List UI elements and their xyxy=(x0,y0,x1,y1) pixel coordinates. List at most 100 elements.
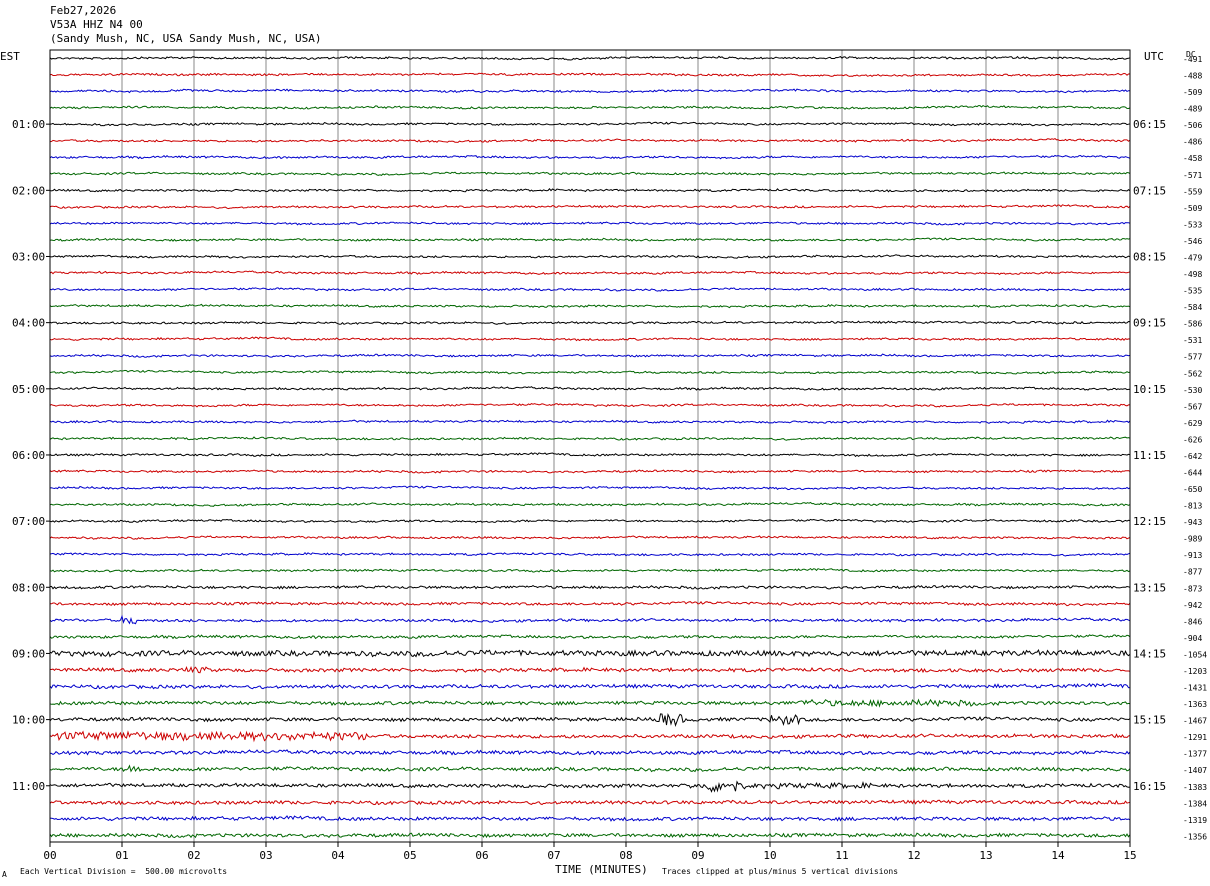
plot-frame xyxy=(49,49,1131,843)
dc-offset-label: -531 xyxy=(1183,336,1202,345)
dc-offset-label: -846 xyxy=(1183,617,1202,626)
dc-offset-label: -567 xyxy=(1183,402,1202,411)
right-hour-label: 11:15 xyxy=(1133,449,1166,462)
x-tick-label: 14 xyxy=(1051,849,1065,862)
dc-offset-label: -533 xyxy=(1183,220,1202,229)
location-label: (Sandy Mush, NC, USA Sandy Mush, NC, USA… xyxy=(50,32,322,45)
right-hour-label: 08:15 xyxy=(1133,250,1166,263)
dc-offset-label: -1319 xyxy=(1183,816,1207,825)
x-tick-label: 07 xyxy=(547,849,560,862)
right-hour-label: 12:15 xyxy=(1133,515,1166,528)
trace-line xyxy=(49,518,1131,524)
date-label: Feb27,2026 xyxy=(50,4,117,17)
dc-offset-label: -486 xyxy=(1183,138,1202,147)
dc-offset-label: -509 xyxy=(1183,88,1202,97)
station-label: V53A HHZ N4 00 xyxy=(50,18,143,31)
trace-line xyxy=(49,648,1131,658)
trace-line xyxy=(49,138,1131,143)
dc-offset-label: -509 xyxy=(1183,204,1202,213)
trace-line xyxy=(49,204,1131,210)
dc-offset-label: -559 xyxy=(1183,187,1202,196)
dc-offset-label: -1431 xyxy=(1183,684,1207,693)
x-axis-label: TIME (MINUTES) xyxy=(555,863,648,876)
trace-line xyxy=(49,666,1131,674)
dc-header-label: DC xyxy=(1186,50,1196,59)
dc-offset-label: -584 xyxy=(1183,303,1202,312)
trace-line xyxy=(49,469,1131,474)
trace-line xyxy=(49,386,1131,391)
dc-offset-label: -913 xyxy=(1183,551,1202,560)
trace-line xyxy=(49,452,1131,458)
x-tick-label: 15 xyxy=(1123,849,1136,862)
left-hour-label: 07:00 xyxy=(12,515,45,528)
trace-line xyxy=(49,55,1131,61)
right-hour-label: 06:15 xyxy=(1133,118,1166,131)
trace-line xyxy=(49,682,1131,690)
dc-offset-label: -479 xyxy=(1183,253,1202,262)
dc-offset-label: -577 xyxy=(1183,353,1202,362)
dc-offset-label: -489 xyxy=(1183,105,1202,114)
left-timezone-label: EST xyxy=(0,50,20,63)
trace-line xyxy=(49,254,1131,259)
right-hour-label: 09:15 xyxy=(1133,317,1166,330)
x-tick-label: 01 xyxy=(115,849,128,862)
trace-line xyxy=(49,600,1131,607)
trace-line xyxy=(49,154,1131,160)
time-grid xyxy=(46,50,1131,847)
dc-offset-label: -904 xyxy=(1183,634,1202,643)
trace-line xyxy=(49,535,1131,540)
dc-offset-label: -530 xyxy=(1183,386,1202,395)
trace-line xyxy=(49,121,1131,127)
dc-offset-label: -1383 xyxy=(1183,783,1207,792)
dc-offset-label: -1291 xyxy=(1183,733,1207,742)
dc-offset-label: -506 xyxy=(1183,121,1202,130)
trace-line xyxy=(49,221,1131,226)
x-tick-label: 04 xyxy=(331,849,345,862)
dc-offset-label: -562 xyxy=(1183,369,1202,378)
dc-offset-label: -1384 xyxy=(1183,799,1207,808)
x-tick-label: 13 xyxy=(979,849,992,862)
trace-line xyxy=(49,237,1131,242)
left-hour-label: 01:00 xyxy=(12,118,45,131)
left-hour-label: 04:00 xyxy=(12,317,45,330)
trace-line xyxy=(49,88,1130,94)
trace-line xyxy=(49,815,1131,822)
dc-offset-label: -1467 xyxy=(1183,717,1207,726)
trace-line xyxy=(49,501,1131,507)
x-tick-label: 03 xyxy=(259,849,272,862)
trace-line xyxy=(49,72,1131,78)
trace-line xyxy=(49,634,1131,640)
dc-offset-label: -491 xyxy=(1183,55,1202,64)
dc-offset-label: -535 xyxy=(1183,287,1202,296)
trace-line xyxy=(49,567,1131,573)
trace-line xyxy=(49,403,1131,408)
trace-line xyxy=(49,188,1131,193)
trace-line xyxy=(49,353,1131,358)
dc-offset-label: -1356 xyxy=(1183,832,1207,841)
dc-offset-label: -488 xyxy=(1183,72,1202,81)
dc-offset-label: -644 xyxy=(1183,469,1202,478)
right-hour-label: 13:15 xyxy=(1133,581,1166,594)
trace-line xyxy=(49,419,1131,425)
left-hour-label: 09:00 xyxy=(12,647,45,660)
right-hour-label: 15:15 xyxy=(1133,714,1166,727)
trace-line xyxy=(49,287,1131,292)
x-tick-label: 02 xyxy=(187,849,200,862)
x-tick-label: 10 xyxy=(763,849,776,862)
x-tick-label: 00 xyxy=(43,849,56,862)
right-hour-label: 14:15 xyxy=(1133,647,1166,660)
left-hour-label: 02:00 xyxy=(12,184,45,197)
trace-line xyxy=(49,485,1131,491)
x-tick-label: 09 xyxy=(691,849,704,862)
trace-line xyxy=(49,712,1131,727)
scale-note: Each Vertical Division = 500.00 microvol… xyxy=(20,867,228,876)
dc-offset-label: -1377 xyxy=(1183,750,1207,759)
right-hour-label: 10:15 xyxy=(1133,383,1166,396)
trace-line xyxy=(49,614,1131,625)
dc-offset-label: -877 xyxy=(1183,568,1202,577)
trace-line xyxy=(49,320,1131,325)
trace-line xyxy=(49,799,1131,806)
left-hour-label: 10:00 xyxy=(12,714,45,727)
dc-offset-label: -989 xyxy=(1183,535,1202,544)
dc-offset-label: -571 xyxy=(1183,171,1202,180)
